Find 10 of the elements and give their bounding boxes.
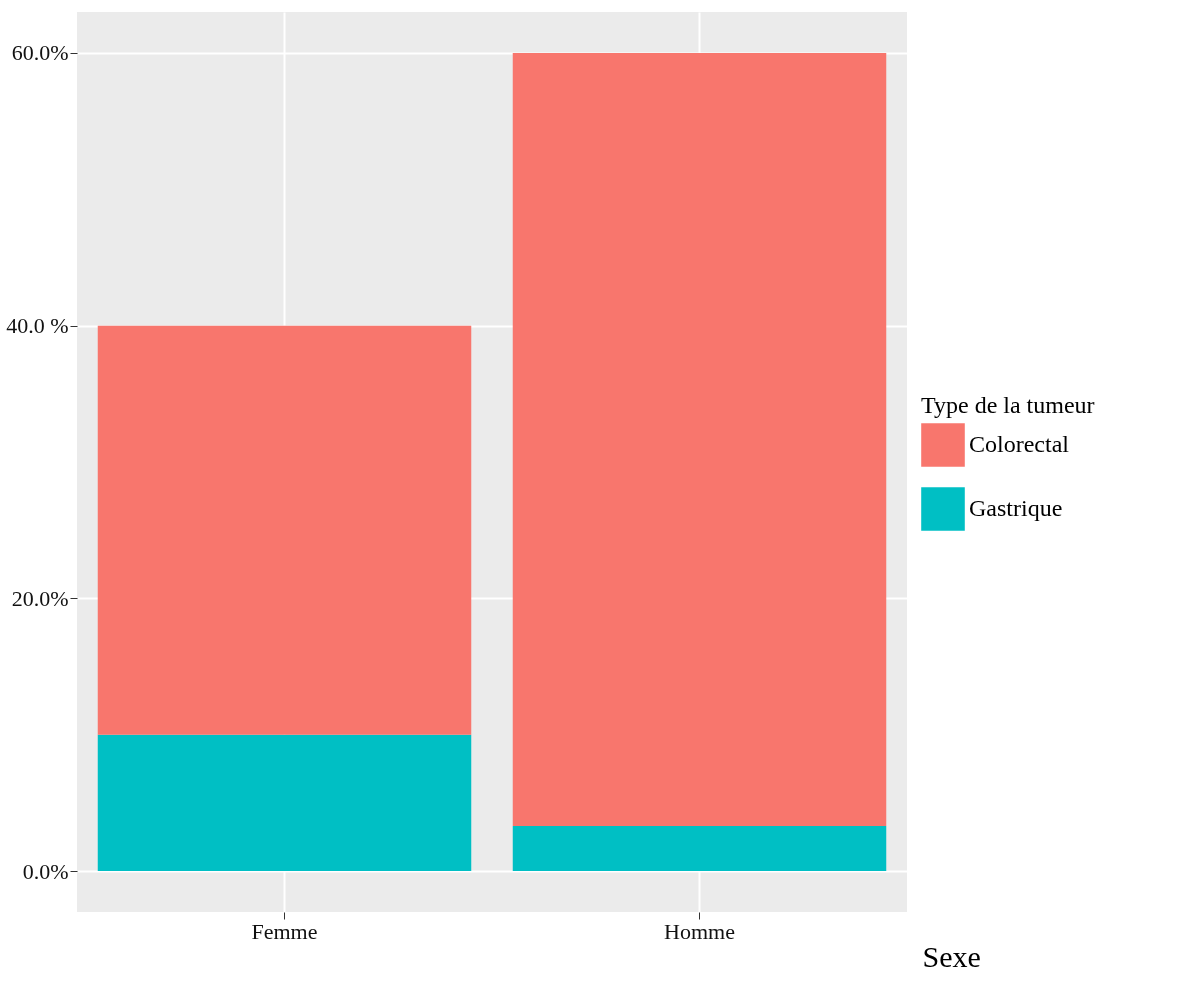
x-axis-title: Sexe: [922, 939, 981, 973]
y-tick-label: 0.0%: [22, 858, 69, 884]
legend-label: Gastrique: [969, 495, 1063, 521]
y-tick-label: 40.0 %: [6, 313, 69, 339]
legend-title: Type de la tumeur: [921, 392, 1095, 418]
y-tick-label: 20.0%: [11, 585, 69, 611]
x-tick-label: Femme: [251, 918, 318, 944]
x-tick-label: Homme: [664, 918, 735, 944]
y-tick-label: 60.0%: [11, 40, 69, 66]
legend-label: Colorectal: [969, 431, 1070, 457]
